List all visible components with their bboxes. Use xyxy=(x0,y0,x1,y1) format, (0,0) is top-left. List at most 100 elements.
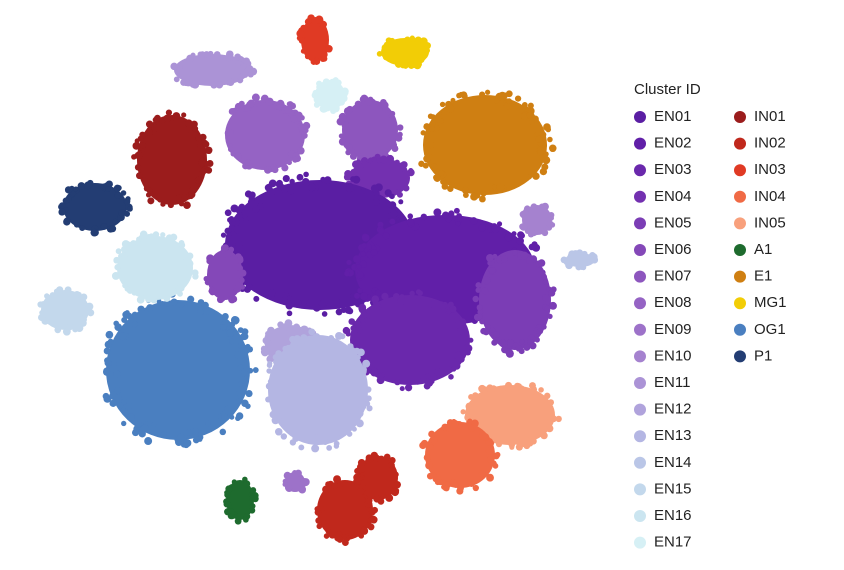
cluster-point xyxy=(186,54,195,63)
cluster-point xyxy=(127,413,136,421)
cluster-point xyxy=(300,325,308,333)
cluster-point xyxy=(425,461,434,470)
cluster-point xyxy=(446,366,453,373)
cluster-point xyxy=(527,102,534,109)
cluster-point xyxy=(105,185,111,192)
cluster-point xyxy=(442,211,450,219)
cluster-point xyxy=(344,270,350,277)
cluster-point xyxy=(104,357,111,364)
cluster-point xyxy=(357,287,363,294)
cluster-point xyxy=(245,390,253,398)
legend-title: Cluster ID xyxy=(634,81,701,98)
cluster-point xyxy=(213,51,221,58)
cluster-point xyxy=(399,61,407,69)
cluster-point xyxy=(346,259,352,266)
cluster-point xyxy=(464,349,471,356)
cluster-point xyxy=(369,363,376,369)
cluster-point xyxy=(527,228,535,236)
cluster-point xyxy=(496,183,505,192)
cluster-point xyxy=(388,138,397,147)
cluster-point xyxy=(306,299,315,307)
cluster-point xyxy=(170,241,176,248)
cluster-point xyxy=(296,29,305,38)
cluster-point xyxy=(254,100,262,107)
legend-item: IN03 xyxy=(734,161,786,178)
legend-marker xyxy=(734,137,746,150)
cluster-point xyxy=(185,124,194,133)
cluster-point xyxy=(271,166,279,174)
cluster-point xyxy=(423,453,431,462)
cluster-point xyxy=(543,123,551,131)
cluster-point xyxy=(371,506,378,514)
cluster-point xyxy=(281,164,289,172)
cluster-point xyxy=(534,337,540,343)
cluster-point xyxy=(365,458,372,465)
cluster-point xyxy=(345,184,354,193)
cluster-point xyxy=(313,101,320,108)
cluster-point xyxy=(312,333,321,341)
cluster-point xyxy=(105,330,114,339)
cluster-point xyxy=(350,325,357,332)
legend-label: EN01 xyxy=(654,108,692,125)
cluster-point xyxy=(526,112,533,119)
cluster-point xyxy=(192,273,199,280)
cluster-point xyxy=(185,275,191,281)
cluster-point xyxy=(542,156,551,165)
cluster-point xyxy=(78,295,86,303)
cluster-point xyxy=(199,51,206,58)
cluster-point xyxy=(224,491,231,499)
cluster-point xyxy=(275,359,282,366)
cluster-point xyxy=(402,184,410,192)
cluster-point xyxy=(408,167,414,174)
cluster-point xyxy=(220,232,227,238)
cluster-point xyxy=(296,173,304,181)
cluster-point xyxy=(463,343,471,351)
cluster-point xyxy=(249,503,256,510)
cluster-point xyxy=(222,244,229,251)
cluster-point xyxy=(468,481,475,488)
cluster-point xyxy=(135,421,142,428)
legend-marker xyxy=(634,403,646,416)
cluster-point xyxy=(485,447,494,455)
cluster-point xyxy=(343,173,351,181)
cluster-point xyxy=(506,98,512,104)
legend-marker xyxy=(734,270,746,283)
cluster-point xyxy=(107,338,114,345)
cluster-point xyxy=(449,305,457,313)
cluster-point xyxy=(537,259,546,267)
legend-marker xyxy=(634,164,646,177)
cluster-point xyxy=(354,292,361,299)
cluster-point xyxy=(423,123,431,130)
cluster-point xyxy=(114,191,122,199)
cluster-point xyxy=(370,184,379,193)
cluster-point xyxy=(544,305,551,312)
cluster-point xyxy=(112,393,119,400)
cluster-point xyxy=(515,345,523,352)
legend-label: EN04 xyxy=(654,188,692,205)
cluster-point xyxy=(511,231,517,237)
cluster-point xyxy=(323,533,330,539)
cluster-point xyxy=(64,286,72,294)
cluster-point xyxy=(186,252,194,260)
cluster-point xyxy=(173,76,180,83)
cluster-point xyxy=(336,342,344,351)
cluster-point xyxy=(478,223,486,232)
legend-item: IN02 xyxy=(734,135,786,152)
cluster-point xyxy=(265,330,271,337)
cluster-point xyxy=(335,308,343,316)
cluster-point xyxy=(124,210,131,217)
cluster-point xyxy=(239,56,245,62)
cluster-point xyxy=(183,439,192,448)
cluster-point xyxy=(575,263,582,271)
cluster-point xyxy=(592,256,598,262)
cluster-point xyxy=(501,255,508,263)
cluster-point xyxy=(181,112,187,118)
cluster-point xyxy=(547,313,553,319)
cluster-point xyxy=(361,242,367,249)
cluster-point xyxy=(419,37,428,46)
legend-item: EN08 xyxy=(634,294,692,311)
cluster-point xyxy=(113,370,121,378)
cluster-point xyxy=(382,232,390,240)
cluster-point xyxy=(332,297,341,306)
cluster-point xyxy=(428,142,435,149)
